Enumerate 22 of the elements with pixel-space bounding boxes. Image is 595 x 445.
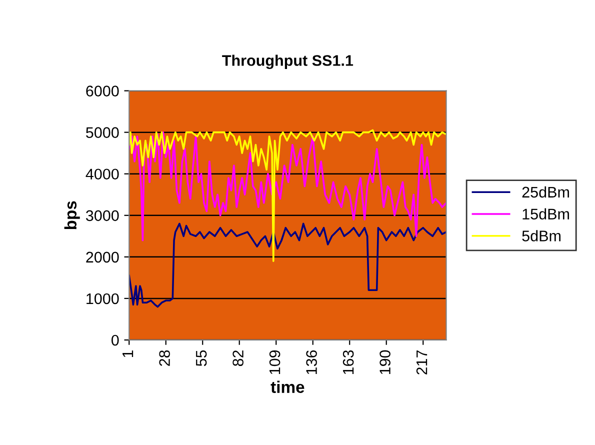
y-tick-label: 5000 [86, 127, 119, 138]
x-tick-label: 28 [159, 350, 170, 366]
y-tick-label: 2000 [86, 252, 119, 263]
x-tick-label: 82 [232, 350, 244, 366]
y-tick-label: 0 [111, 334, 119, 346]
x-tick-label: 55 [196, 350, 207, 366]
x-tick-label: 217 [416, 350, 428, 374]
x-tick-label: 109 [269, 350, 280, 374]
x-tick-label: 1 [122, 350, 134, 358]
x-tick-label: 163 [342, 350, 354, 374]
legend-label: 15dBm [522, 208, 569, 220]
y-tick-label: 3000 [86, 210, 119, 222]
y-tick-label: 6000 [86, 86, 119, 96]
y-axis-title: bps [64, 201, 80, 230]
legend-label: 5dBm [522, 230, 560, 242]
y-tick-label: 1000 [86, 293, 119, 304]
x-tick-label: 136 [306, 350, 317, 374]
y-tick-label: 4000 [86, 168, 119, 180]
x-axis-title: time [270, 380, 304, 393]
chart-title: Throughput SS1.1 [222, 54, 354, 70]
x-tick-label: 190 [380, 350, 390, 374]
legend-label: 25dBm [522, 186, 569, 198]
